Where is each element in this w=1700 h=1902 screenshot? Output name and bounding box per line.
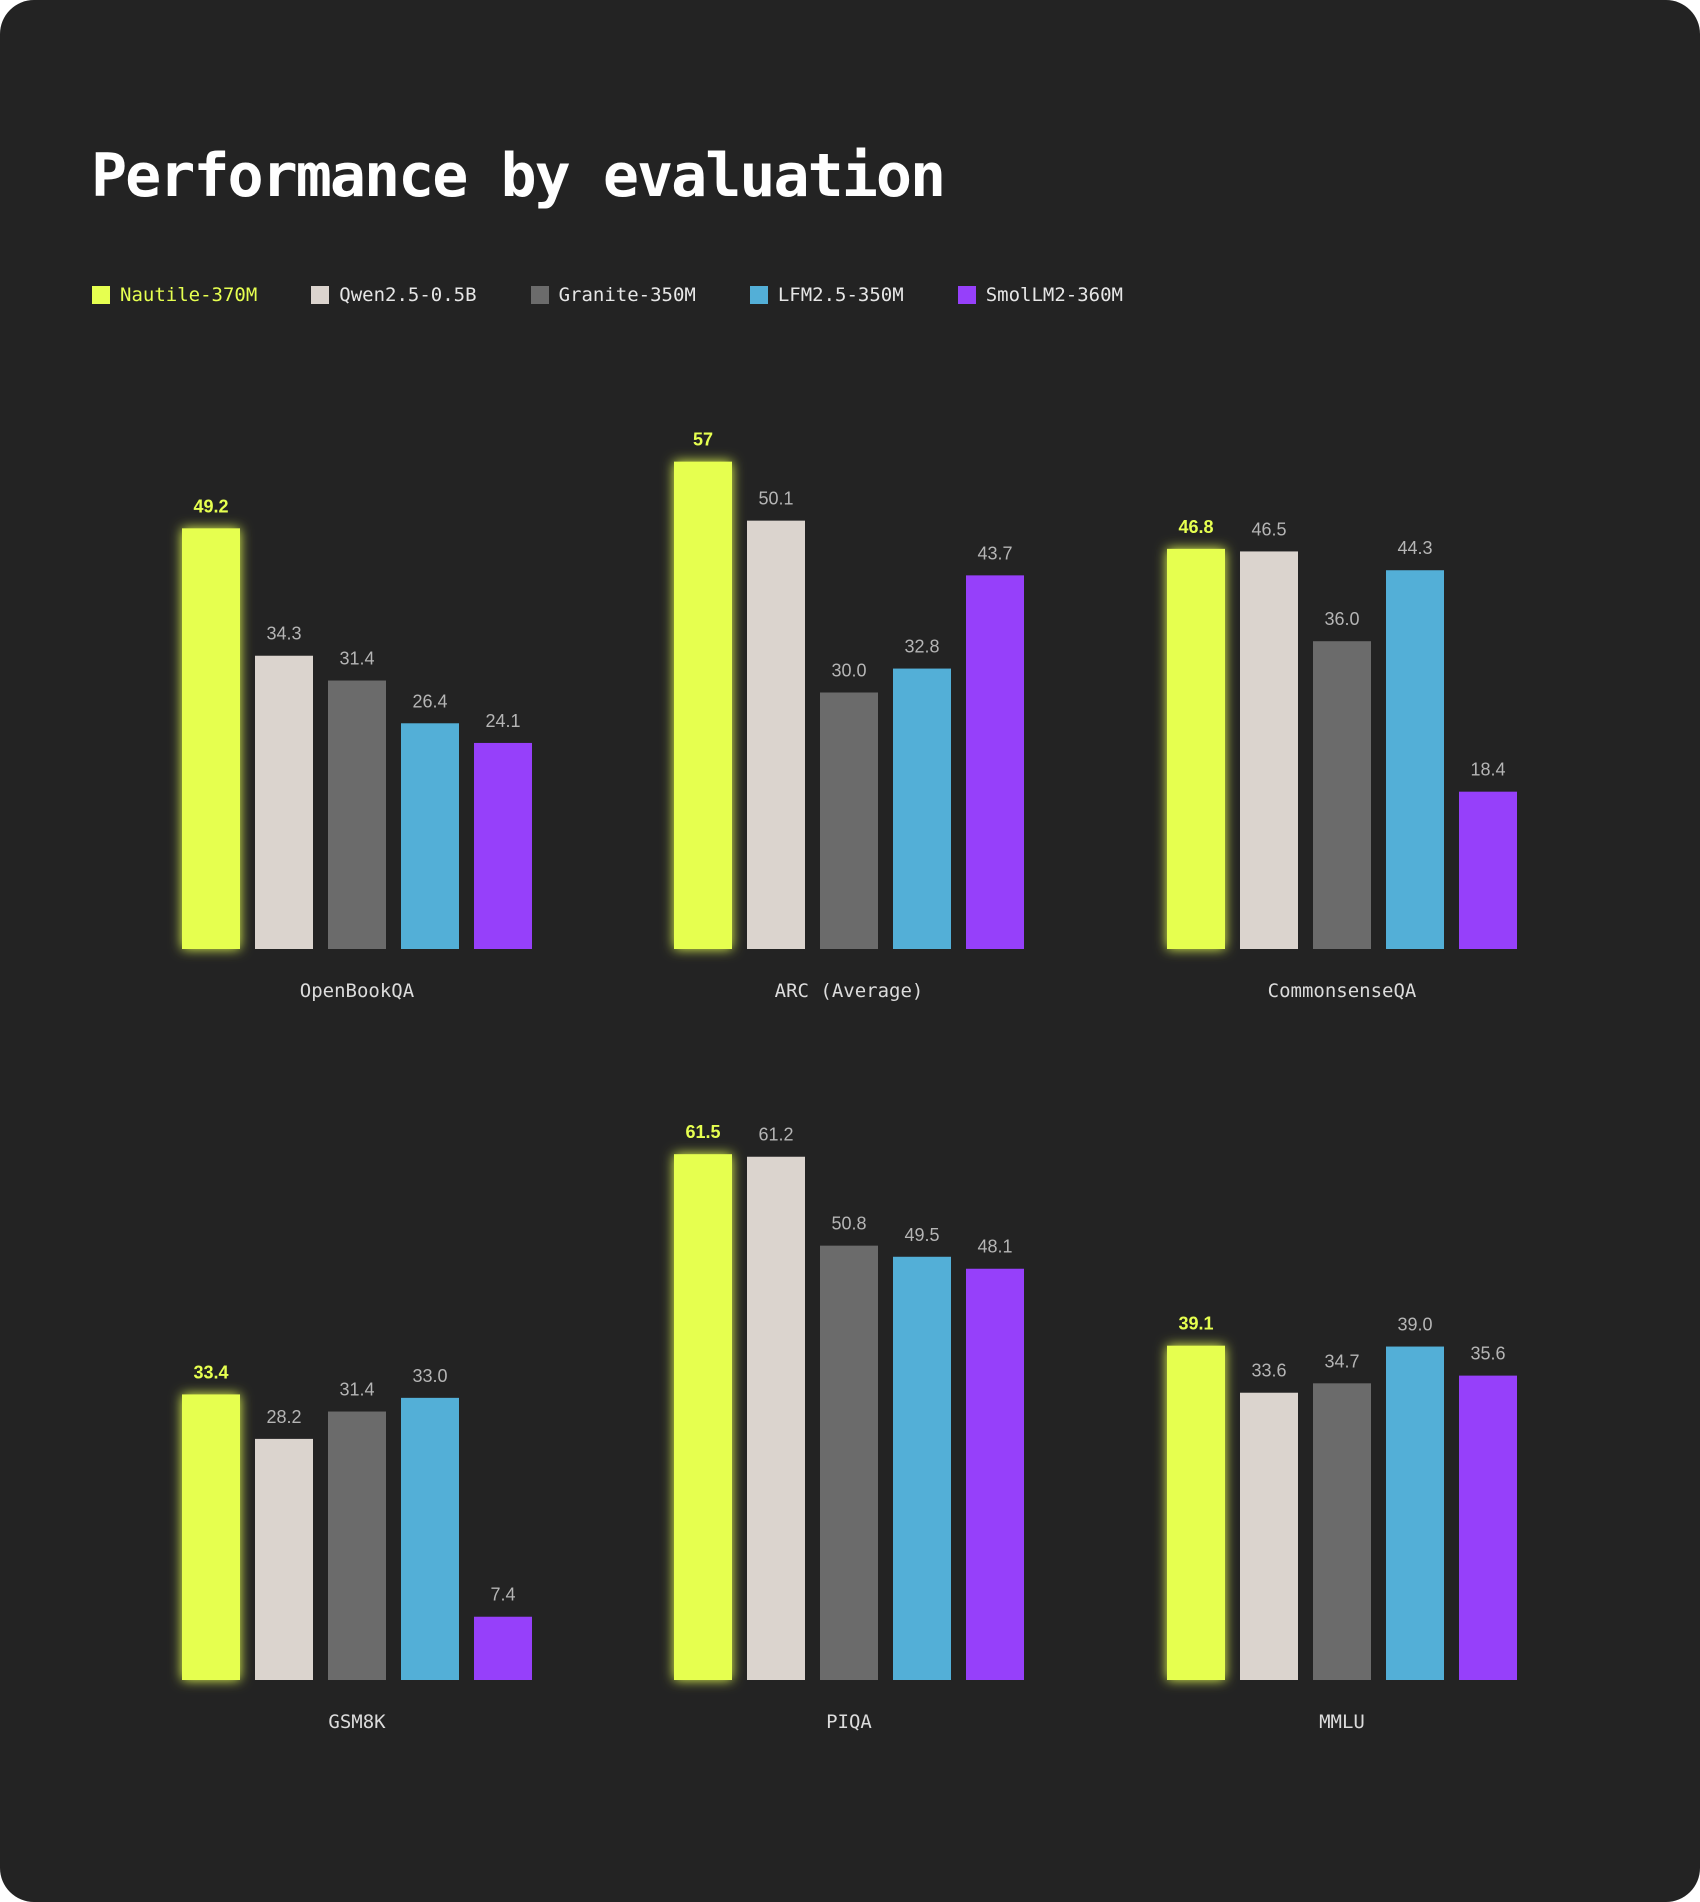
legend-swatch	[92, 286, 110, 304]
bar-value-label: 57	[693, 430, 713, 450]
legend-item: Granite-350M	[530, 283, 696, 306]
legend: Nautile-370M Qwen2.5-0.5B Granite-350M L…	[92, 282, 1177, 308]
chart-panel: 39.1 33.6 34.7 39.0 35.6 MMLU	[1167, 1314, 1517, 1733]
bar-value-label: 39.0	[1397, 1315, 1432, 1335]
bar	[328, 1411, 386, 1680]
category-label: ARC (Average)	[775, 980, 924, 1002]
bar-value-label: 46.5	[1251, 519, 1286, 539]
bar-value-label: 50.1	[758, 489, 793, 509]
bar-value-label: 49.2	[193, 496, 228, 516]
bar	[1313, 641, 1371, 949]
legend-item: LFM2.5-350M	[749, 283, 904, 306]
bar-value-label: 31.4	[339, 1380, 374, 1400]
category-label: PIQA	[826, 1711, 872, 1733]
category-label: MMLU	[1319, 1711, 1365, 1733]
bar-value-label: 31.4	[339, 649, 374, 669]
bar-value-label: 26.4	[412, 691, 447, 711]
legend-label: SmolLM2-360M	[985, 283, 1123, 306]
bar-value-label: 7.4	[490, 1585, 515, 1605]
bar-value-label: 44.3	[1397, 538, 1432, 558]
bar	[674, 461, 732, 949]
bar-value-label: 32.8	[904, 637, 939, 657]
bar	[893, 1256, 951, 1680]
bar-value-label: 18.4	[1470, 760, 1505, 780]
bar-value-label: 61.2	[758, 1125, 793, 1145]
chart-panel: 57 50.1 30.0 32.8 43.7 ARC (Average)	[674, 430, 1024, 1002]
bar-value-label: 33.0	[412, 1366, 447, 1386]
bar-value-label: 36.0	[1324, 609, 1359, 629]
bar-value-label: 50.8	[831, 1214, 866, 1234]
bar	[182, 1394, 240, 1680]
bar	[401, 1397, 459, 1680]
bar-value-label: 34.7	[1324, 1351, 1359, 1371]
legend-swatch	[957, 286, 976, 304]
bar	[820, 1245, 878, 1680]
legend-swatch	[530, 286, 549, 304]
bar	[1167, 548, 1225, 949]
bar	[328, 680, 386, 949]
bar-value-label: 33.4	[193, 1362, 228, 1382]
bar	[966, 1268, 1024, 1680]
bar	[820, 692, 878, 949]
legend-label: LFM2.5-350M	[777, 283, 904, 306]
bar-value-label: 39.1	[1178, 1314, 1213, 1334]
bar	[401, 723, 459, 949]
legend-item: Nautile-370M	[92, 283, 258, 306]
legend-label: Nautile-370M	[120, 283, 258, 306]
bar-value-label: 24.1	[485, 711, 520, 731]
bar	[966, 575, 1024, 949]
bar	[1313, 1383, 1371, 1680]
legend-item: SmolLM2-360M	[957, 283, 1123, 306]
bar-value-label: 48.1	[977, 1237, 1012, 1257]
bar	[1240, 551, 1298, 949]
legend-swatch	[749, 286, 768, 304]
bar	[1459, 1375, 1517, 1680]
chart-panel: 33.4 28.2 31.4 33.0 7.4 GSM8K	[182, 1362, 532, 1733]
bar-value-label: 49.5	[904, 1225, 939, 1245]
bar	[255, 655, 313, 949]
legend-label: Granite-350M	[558, 283, 696, 306]
chart-panel: 49.2 34.3 31.4 26.4 24.1 OpenBookQA	[182, 496, 532, 1002]
bar	[1167, 1345, 1225, 1680]
legend-label: Qwen2.5-0.5B	[339, 283, 477, 306]
category-label: GSM8K	[328, 1711, 386, 1733]
legend-item: Qwen2.5-0.5B	[311, 283, 477, 306]
bar	[474, 742, 532, 949]
bar-value-label: 43.7	[977, 543, 1012, 563]
chart-panel: 61.5 61.2 50.8 49.5 48.1 PIQA	[674, 1122, 1024, 1733]
bar-value-label: 34.3	[266, 624, 301, 644]
bar	[747, 1156, 805, 1680]
bar	[747, 520, 805, 949]
bar-value-label: 46.8	[1178, 517, 1213, 537]
bar-value-label: 28.2	[266, 1407, 301, 1427]
bar-value-label: 30.0	[831, 661, 866, 681]
bar	[182, 528, 240, 949]
bar	[1386, 1346, 1444, 1680]
bar-value-label: 61.5	[685, 1122, 720, 1142]
bar	[1459, 791, 1517, 949]
category-label: OpenBookQA	[300, 980, 415, 1002]
bar	[255, 1438, 313, 1680]
chart-panel: 46.8 46.5 36.0 44.3 18.4 CommonsenseQA	[1167, 517, 1517, 1002]
bar	[1240, 1392, 1298, 1680]
bar	[474, 1616, 532, 1680]
bar	[893, 668, 951, 949]
category-label: CommonsenseQA	[1268, 980, 1417, 1002]
bar-value-label: 35.6	[1470, 1344, 1505, 1364]
chart-title: Performance by evaluation	[91, 141, 946, 211]
bar-value-label: 33.6	[1251, 1361, 1286, 1381]
bar	[1386, 570, 1444, 949]
legend-swatch	[311, 286, 330, 304]
bar	[674, 1154, 732, 1680]
